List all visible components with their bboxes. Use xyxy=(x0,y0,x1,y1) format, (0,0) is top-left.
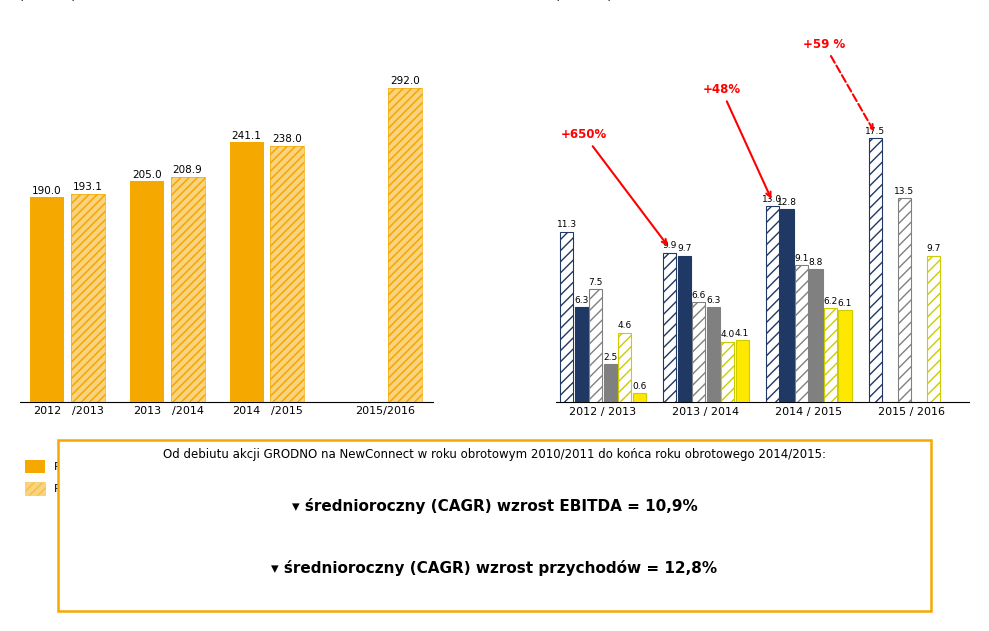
Text: 9.7: 9.7 xyxy=(676,244,691,254)
Bar xyxy=(868,138,882,402)
Legend: Przychody realizacja, Przychody prognoza: Przychody realizacja, Przychody prognoza xyxy=(26,460,168,495)
Text: Od debiutu akcji GRODNO na NewConnect w roku obrotowym 2010/2011 do końca roku o: Od debiutu akcji GRODNO na NewConnect w … xyxy=(163,448,826,461)
Text: 9.7: 9.7 xyxy=(926,244,941,254)
Text: 9.9: 9.9 xyxy=(663,242,676,251)
Bar xyxy=(677,256,690,402)
Bar xyxy=(795,265,808,402)
Text: 6.2: 6.2 xyxy=(824,297,838,306)
Bar xyxy=(780,209,793,402)
Text: +48%: +48% xyxy=(702,83,770,197)
Bar xyxy=(692,302,705,402)
Bar xyxy=(171,177,205,402)
Text: 6.1: 6.1 xyxy=(838,298,853,308)
Bar xyxy=(130,181,164,402)
Text: 7.5: 7.5 xyxy=(588,278,603,286)
Bar xyxy=(589,289,602,402)
Bar xyxy=(229,143,264,402)
Text: 4.1: 4.1 xyxy=(735,329,750,338)
Text: 17.5: 17.5 xyxy=(865,127,885,136)
Bar xyxy=(389,88,422,402)
Bar xyxy=(839,310,852,402)
Text: +59 %: +59 % xyxy=(803,38,873,129)
Text: ▾ średnioroczny (CAGR) wzrost EBITDA = 10,9%: ▾ średnioroczny (CAGR) wzrost EBITDA = 1… xyxy=(292,498,697,514)
Bar xyxy=(721,341,734,402)
Bar xyxy=(765,206,779,402)
Text: 6.3: 6.3 xyxy=(706,296,720,305)
Text: 292.0: 292.0 xyxy=(391,76,420,86)
Bar xyxy=(706,307,720,402)
Bar xyxy=(633,393,646,402)
Bar xyxy=(809,269,823,402)
Text: +650%: +650% xyxy=(561,128,667,244)
Text: 8.8: 8.8 xyxy=(809,258,823,267)
Bar xyxy=(560,232,574,402)
Text: ▾ średnioroczny (CAGR) wzrost przychodów = 12,8%: ▾ średnioroczny (CAGR) wzrost przychodów… xyxy=(271,560,718,576)
Text: 13.0: 13.0 xyxy=(763,195,782,204)
Bar xyxy=(389,88,422,402)
Text: 12.8: 12.8 xyxy=(777,198,797,207)
Text: 241.1: 241.1 xyxy=(231,131,261,141)
Bar xyxy=(575,307,587,402)
Bar xyxy=(824,309,837,402)
Text: 0.6: 0.6 xyxy=(632,382,647,391)
Text: 208.9: 208.9 xyxy=(173,165,203,175)
Text: 4.0: 4.0 xyxy=(721,331,735,339)
Bar xyxy=(71,194,105,402)
Text: 13.5: 13.5 xyxy=(894,187,915,196)
FancyBboxPatch shape xyxy=(57,440,932,611)
Text: 205.0: 205.0 xyxy=(132,170,161,180)
Text: 6.3: 6.3 xyxy=(574,296,588,305)
Text: 238.0: 238.0 xyxy=(273,134,303,144)
Bar xyxy=(30,198,64,402)
Bar xyxy=(270,146,305,402)
Text: (mln PLN): (mln PLN) xyxy=(557,0,614,3)
Bar xyxy=(71,194,105,402)
Text: 193.1: 193.1 xyxy=(73,182,103,192)
Bar xyxy=(927,256,940,402)
Bar xyxy=(898,199,911,402)
Text: 4.6: 4.6 xyxy=(618,321,632,330)
Text: 6.6: 6.6 xyxy=(691,291,706,300)
Bar xyxy=(618,333,631,402)
Legend: EBITDA prognoza, EBIT prognoza, Zysk netto prognoza, EBITDA realizacja, EBIT rea: EBITDA prognoza, EBIT prognoza, Zysk net… xyxy=(334,460,734,490)
Bar xyxy=(663,253,676,402)
Bar xyxy=(270,146,305,402)
Bar xyxy=(171,177,205,402)
Bar xyxy=(603,364,617,402)
Text: (mln PLN): (mln PLN) xyxy=(20,0,77,3)
Text: 9.1: 9.1 xyxy=(794,254,809,262)
Text: 2.5: 2.5 xyxy=(603,353,617,362)
Bar xyxy=(736,340,749,402)
Text: 190.0: 190.0 xyxy=(33,186,61,196)
Text: 11.3: 11.3 xyxy=(557,220,577,230)
